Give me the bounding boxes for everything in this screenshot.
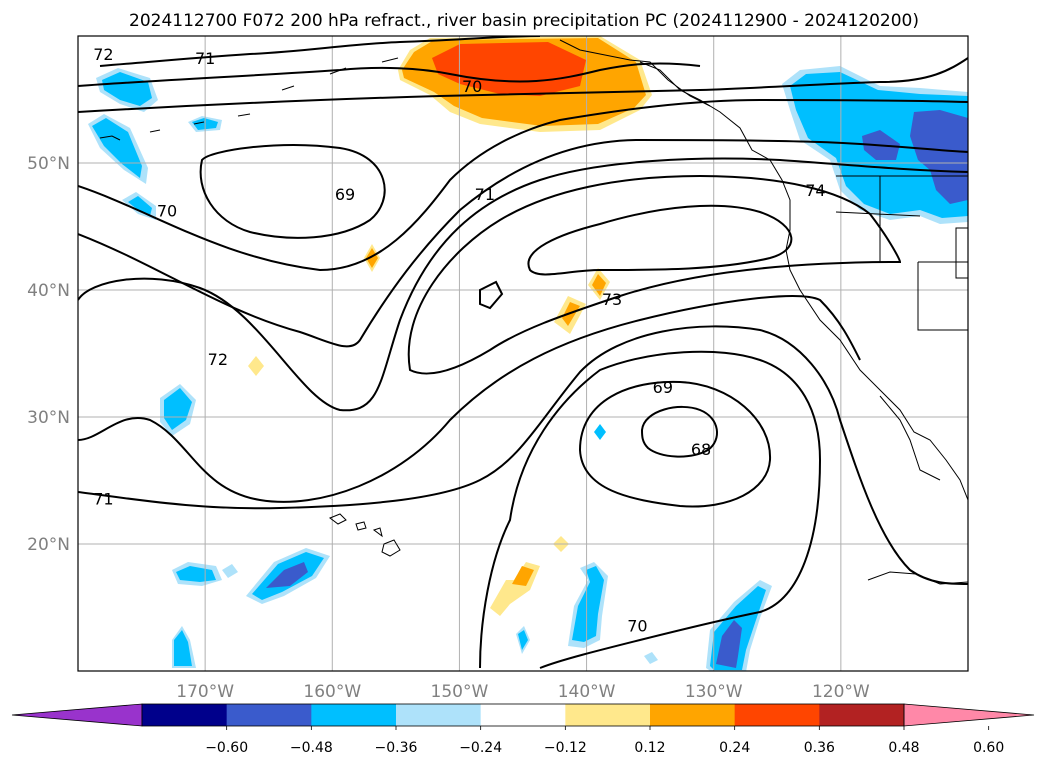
colorbar-bin [734,704,820,726]
y-tick-label: 20°N [27,535,70,555]
gridlines [78,36,968,671]
colorbar-tick-label: −0.60 [205,740,248,756]
contour-label: 71 [195,49,215,68]
colorbar-bin [396,704,482,726]
contour-line [479,280,504,310]
x-tick-label: 120°W [812,682,870,702]
contour-line [78,98,968,272]
island-hawaii [328,513,401,557]
contour-label: 70 [627,617,647,636]
shade-positive-spot [366,248,378,268]
colorbar-bin [819,704,905,726]
colorbar-outline [141,703,905,727]
colorbar-tick-label: 0.60 [973,740,1004,756]
colorbar-bin [650,704,736,726]
shade-negative-spot [222,564,238,578]
shade-negative-spot [644,652,658,664]
colorbar-tick-label: 0.24 [719,740,750,756]
colorbar-tick-label: −0.36 [375,740,418,756]
contour-labels: 72 71 70 69 70 71 74 73 72 69 68 71 70 [93,45,825,636]
shade-negative-nw [102,72,152,106]
shade-negative-spot [594,424,606,440]
contour-line [640,405,718,458]
x-tick-label: 150°W [431,682,489,702]
contour-label: 69 [653,378,673,397]
contour-label: 72 [93,45,113,64]
colorbar-bin [142,704,228,726]
contour-label: 71 [93,490,113,509]
contour-label: 70 [462,77,482,96]
colorbar-bin [311,704,397,726]
coastline-baja [879,395,941,481]
contour-line [407,174,902,375]
shade-positive-spot [512,566,534,586]
shade-negative-spot [174,630,192,666]
colorbar: −0.60 −0.48 −0.36 −0.24 −0.12 0.12 0.24 0.36 0.4… [11,703,1035,756]
shade-negative-pnw [910,110,968,204]
colorbar-tick-label: −0.12 [544,740,587,756]
x-tick-label: 140°W [558,682,616,702]
shade-positive-spot [248,356,264,376]
contours [78,36,968,669]
island-aleutians [99,57,399,141]
x-tick-label: 160°W [303,682,361,702]
contour-label: 72 [208,350,228,369]
contour-line [99,36,541,67]
y-tick-label: 50°N [27,154,70,174]
colorbar-tick-label: −0.24 [459,740,502,756]
shade-positive-gulf-alaska-core [432,42,586,96]
contour-line [527,204,793,276]
contour-label: 70 [157,201,177,220]
colorbar-extend-high [903,703,1035,727]
x-tick-label: 130°W [685,682,743,702]
x-axis-ticks: 170°W 160°W 150°W 140°W 130°W 120°W [176,682,870,702]
map-area: 72 71 70 69 70 71 74 73 72 69 68 71 70 [78,36,968,671]
y-axis-ticks: 20°N 30°N 40°N 50°N [27,154,70,555]
shade-negative-spot [518,630,528,650]
coastline-alaska [559,39,711,107]
colorbar-tick-label: 0.36 [804,740,835,756]
colorbar-tick-label: 0.48 [888,740,919,756]
contour-line [578,380,772,508]
contour-line [78,325,968,585]
contour-line [78,138,968,348]
contour-line [199,144,386,239]
map-frame [77,35,969,672]
contour-label: 69 [335,185,355,204]
colorbar-tick-label: 0.12 [634,740,665,756]
colorbar-bin [480,704,566,726]
contour-line [479,350,822,669]
shade-negative-spot [716,620,742,668]
contour-line [78,62,701,87]
contour-line [78,157,968,412]
colorbar-extend-low [11,703,143,727]
shade-positive-spot [562,302,580,326]
border-states [835,176,968,331]
colorbar-bin [565,704,651,726]
contour-label: 68 [691,440,711,459]
colorbar-bin [226,704,312,726]
coastline-north-america [639,61,968,501]
y-tick-label: 30°N [27,408,70,428]
shade-negative-nw [128,196,152,216]
shade-negative-spot [176,566,216,582]
contour-label: 73 [602,290,622,309]
chart-title: 2024112700 F072 200 hPa refract., river … [129,11,919,31]
contour-label: 74 [805,181,825,200]
shade-negative-spot [164,388,192,430]
shade-negative-spot [572,566,604,642]
contour-line [78,57,968,113]
shade-negative-spot [266,562,308,588]
contour-line [78,295,861,503]
shading-layer [88,36,968,671]
colorbar-tick-label: −0.48 [290,740,333,756]
y-tick-label: 40°N [27,281,70,301]
contour-label: 71 [475,185,495,204]
x-tick-label: 170°W [176,682,234,702]
